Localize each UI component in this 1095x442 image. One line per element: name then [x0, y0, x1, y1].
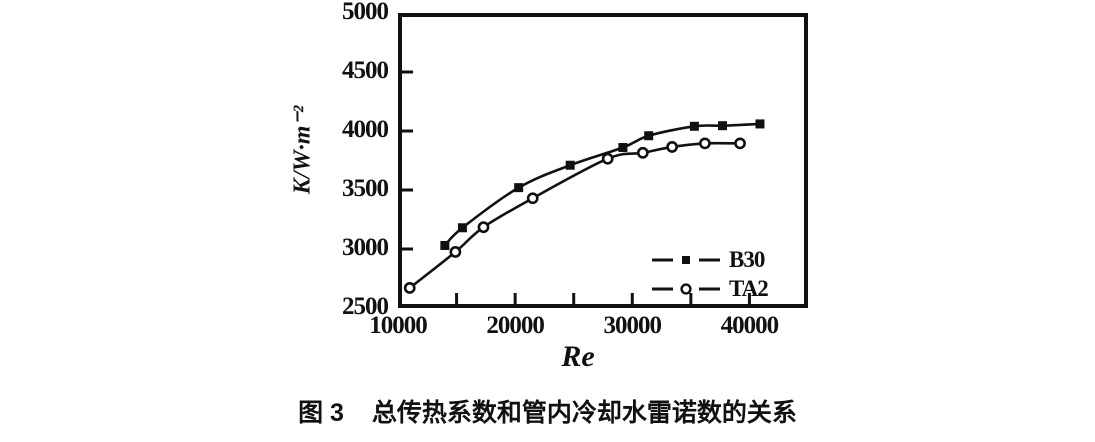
legend-circle-marker-icon [680, 282, 692, 295]
data-point-b30-square-marker [565, 160, 575, 170]
data-point-b30-square-marker [717, 121, 727, 131]
plot-area [398, 13, 808, 308]
legend-entry-ta2: TA2 [652, 274, 769, 303]
x-tick-label-40000: 40000 [720, 312, 780, 339]
data-point-b30-square-marker [644, 131, 654, 141]
legend-entry-b30: B30 [652, 245, 768, 274]
data-point-b30-square-marker [618, 143, 628, 153]
data-point-ta2-circle-marker [636, 146, 649, 159]
data-point-b30-square-marker [689, 121, 699, 131]
legend: B30 TA2 [652, 245, 769, 303]
data-point-ta2-circle-marker [601, 152, 614, 165]
x-tick-label-20000: 20000 [486, 312, 545, 339]
data-point-ta2-circle-marker [526, 192, 539, 205]
x-axis-label: Re [561, 340, 595, 373]
y-tick-label-4500: 4500 [342, 57, 389, 84]
y-tick-label-5000: 5000 [342, 0, 389, 25]
x-tick-label-30000: 30000 [603, 312, 663, 339]
y-tick-label-3500: 3500 [342, 175, 389, 202]
legend-sample-ta2 [652, 282, 720, 295]
legend-label-ta2: TA2 [729, 275, 769, 301]
plot-border [398, 13, 808, 308]
x-tick-label-10000: 10000 [369, 312, 428, 339]
y-tick-label-4000: 4000 [342, 116, 389, 143]
figure-caption-text: 总传热系数和管内冷却水雷诺数的关系 [371, 399, 797, 427]
data-point-ta2-circle-marker [449, 246, 462, 258]
legend-label-b30: B30 [729, 246, 765, 272]
data-point-b30-square-marker [514, 183, 524, 193]
data-point-b30-square-marker [755, 119, 765, 129]
data-point-b30-square-marker [457, 223, 467, 233]
data-point-ta2-circle-marker [734, 137, 746, 150]
y-tick-label-3000: 3000 [342, 234, 389, 261]
legend-square-marker-icon [682, 255, 690, 264]
data-point-ta2-circle-marker [477, 221, 490, 234]
data-point-b30-square-marker [440, 240, 450, 250]
data-point-ta2-circle-marker [699, 137, 711, 150]
figure-caption: 图 3 总传热系数和管内冷却水雷诺数的关系 [0, 393, 1095, 429]
y-tick-label-2500: 2500 [342, 293, 389, 320]
figure-caption-number: 图 3 [298, 399, 344, 427]
data-point-ta2-circle-marker [666, 141, 679, 153]
data-point-ta2-circle-marker [403, 282, 416, 294]
legend-sample-b30 [652, 255, 720, 264]
